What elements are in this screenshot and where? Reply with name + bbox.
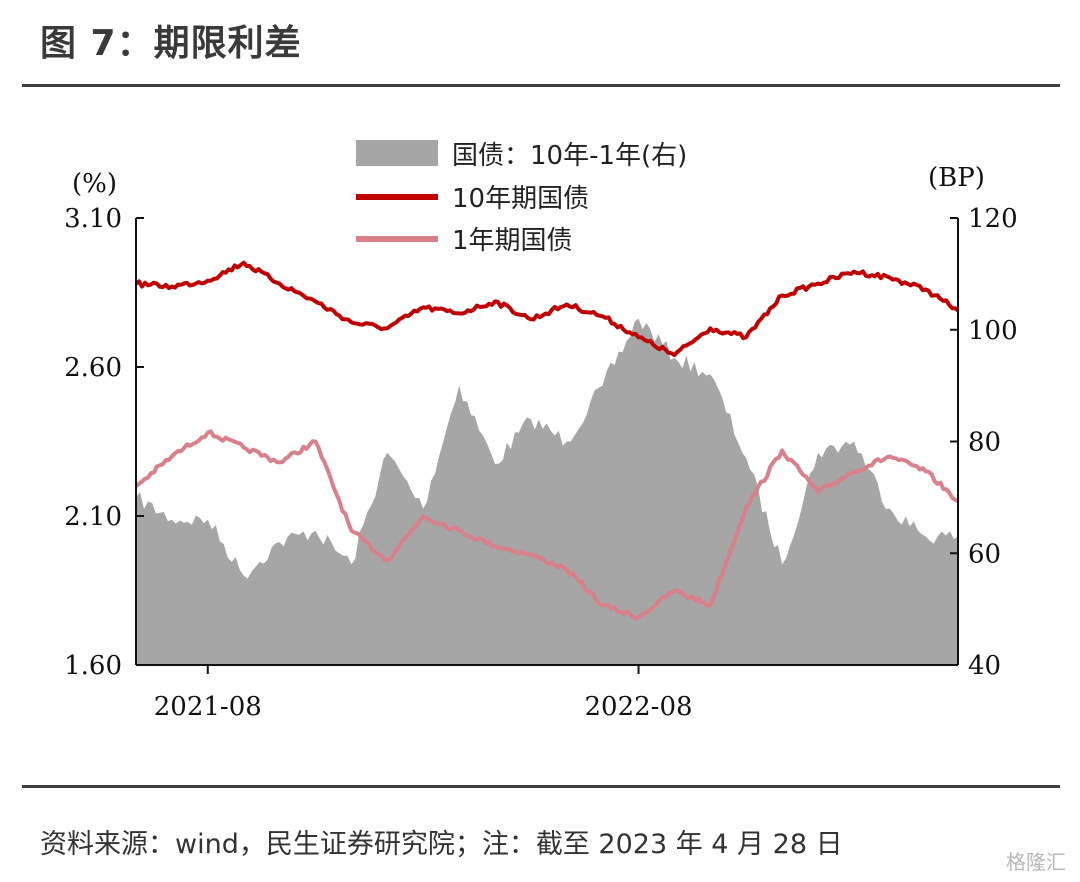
- right-tick-label: 100: [968, 316, 1018, 346]
- legend: 国债：10年-1年(右) 10年期国债 1年期国债: [356, 140, 687, 256]
- right-tick-label: 80: [968, 428, 1001, 458]
- legend-label-spread: 国债：10年-1年(右): [452, 141, 687, 171]
- legend-label-10y: 10年期国债: [452, 184, 589, 214]
- source-note: 资料来源：wind，民生证券研究院；注：截至 2023 年 4 月 28 日: [40, 829, 843, 860]
- yield-lines-layer: [134, 260, 960, 621]
- left-tick-label: 1.60: [64, 651, 122, 681]
- axes-layer: 3.10 2.60 2.10 1.60 120 100 80 60 40 2021-08 2022-…: [64, 204, 1018, 722]
- legend-label-1y: 1年期国债: [452, 226, 573, 256]
- x-tick-label: 2022-08: [585, 692, 693, 722]
- spread-area: [136, 318, 958, 665]
- x-tick-label: 2021-08: [154, 692, 262, 722]
- spread-area-layer: [136, 318, 958, 665]
- watermark: 格隆汇: [1006, 850, 1066, 874]
- one-year-yield-line: [134, 429, 959, 621]
- left-tick-label: 2.60: [64, 353, 122, 383]
- left-axis-unit: (%): [72, 169, 117, 199]
- right-tick-label: 60: [968, 539, 1001, 569]
- right-tick-label: 40: [968, 651, 1001, 681]
- right-tick-label: 120: [968, 204, 1018, 234]
- term-spread-chart: 3.10 2.60 2.10 1.60 120 100 80 60 40 2021-08 2022-…: [64, 140, 1018, 722]
- left-tick-label: 3.10: [64, 204, 122, 234]
- right-axis-unit: (BP): [928, 163, 985, 193]
- figure-title: 图 7：期限利差: [40, 23, 302, 64]
- left-tick-label: 2.10: [64, 502, 122, 532]
- bottom-rule: [22, 785, 1060, 788]
- legend-swatch-spread: [356, 140, 438, 166]
- top-rule: [22, 84, 1060, 87]
- ten-year-yield-line: [134, 260, 960, 358]
